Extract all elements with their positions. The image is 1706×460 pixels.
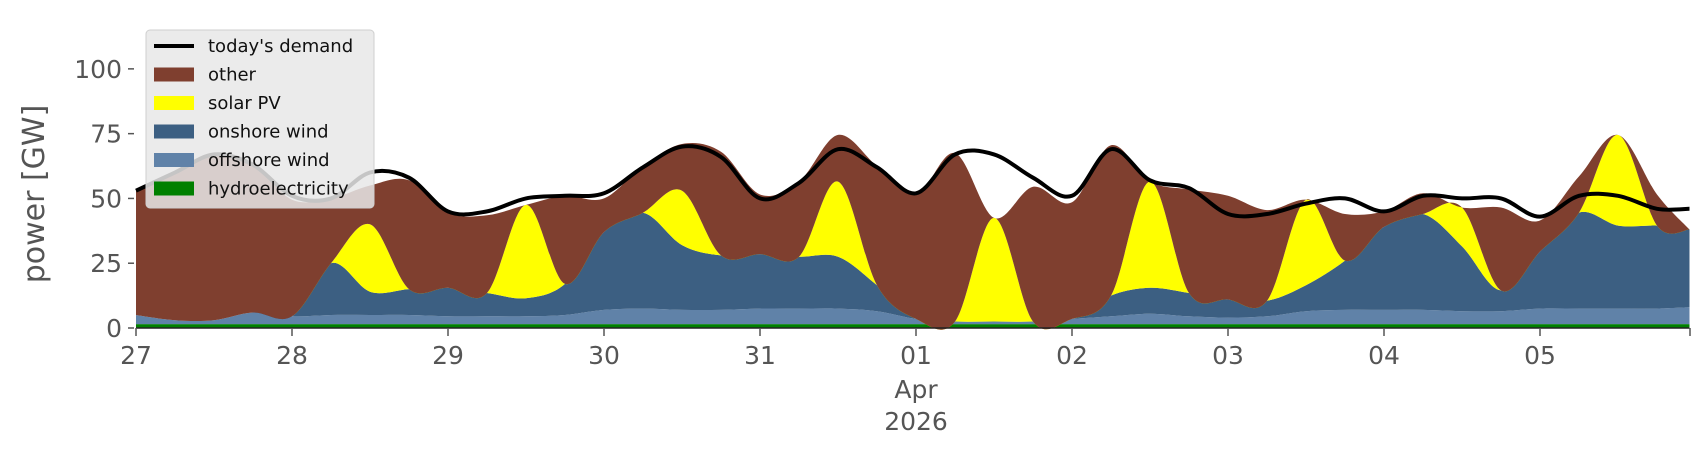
x-tick-label: 04 [1368, 341, 1400, 370]
y-tick-label: 100 [74, 55, 122, 84]
legend-swatch-offshore-wind [154, 153, 194, 167]
y-tick-label: 25 [90, 249, 122, 278]
x-tick-label: 05 [1524, 341, 1556, 370]
legend-label-offshore-wind: offshore wind [208, 150, 330, 171]
legend-swatch-onshore-wind [154, 124, 194, 139]
y-axis-label: power [GW] [17, 105, 52, 284]
legend-swatch-solar-pv [154, 96, 194, 110]
x-tick-label: 30 [588, 341, 620, 370]
legend: today's demand other solar PV onshore wind o… [145, 29, 375, 209]
legend-swatch-hydroelectricity [154, 181, 194, 196]
legend-label-solar-pv: solar PV [208, 93, 281, 114]
legend-swatch-other [154, 67, 194, 82]
line-demand [135, 144, 1690, 219]
x-tick-label: 01 [900, 341, 932, 370]
y-tick-label: 50 [90, 184, 122, 213]
x-tick-label: 31 [744, 341, 776, 370]
area-series-group [136, 134, 1690, 330]
x-tick-sublabel: 2026 [884, 407, 948, 436]
legend-box [145, 29, 375, 209]
y-tick-label: 75 [90, 120, 122, 149]
area-onshore-wind [136, 211, 1690, 323]
x-tick-sublabel: Apr [894, 375, 938, 404]
x-tick-label: 27 [120, 341, 152, 370]
x-tick-label: 28 [276, 341, 308, 370]
area-offshore-wind [136, 307, 1690, 325]
legend-label-today-s-demand: today's demand [208, 36, 353, 57]
area-hydroelectricity [136, 324, 1690, 328]
x-tick-label: 29 [432, 341, 464, 370]
legend-label-other: other [208, 65, 257, 86]
line-series-group [135, 144, 1690, 219]
legend-label-hydroelectricity: hydroelectricity [208, 179, 349, 200]
axes: 0 25 50 75 100 27 28 29 30 31 01 Apr 2026 02 03 04 05 [74, 55, 1691, 436]
x-tick-label: 03 [1212, 341, 1244, 370]
legend-label-onshore-wind: onshore wind [208, 122, 329, 143]
y-tick-label: 0 [106, 314, 122, 343]
area-solar-pv [136, 134, 1690, 330]
x-tick-label: 02 [1056, 341, 1088, 370]
area-other [136, 134, 1690, 330]
